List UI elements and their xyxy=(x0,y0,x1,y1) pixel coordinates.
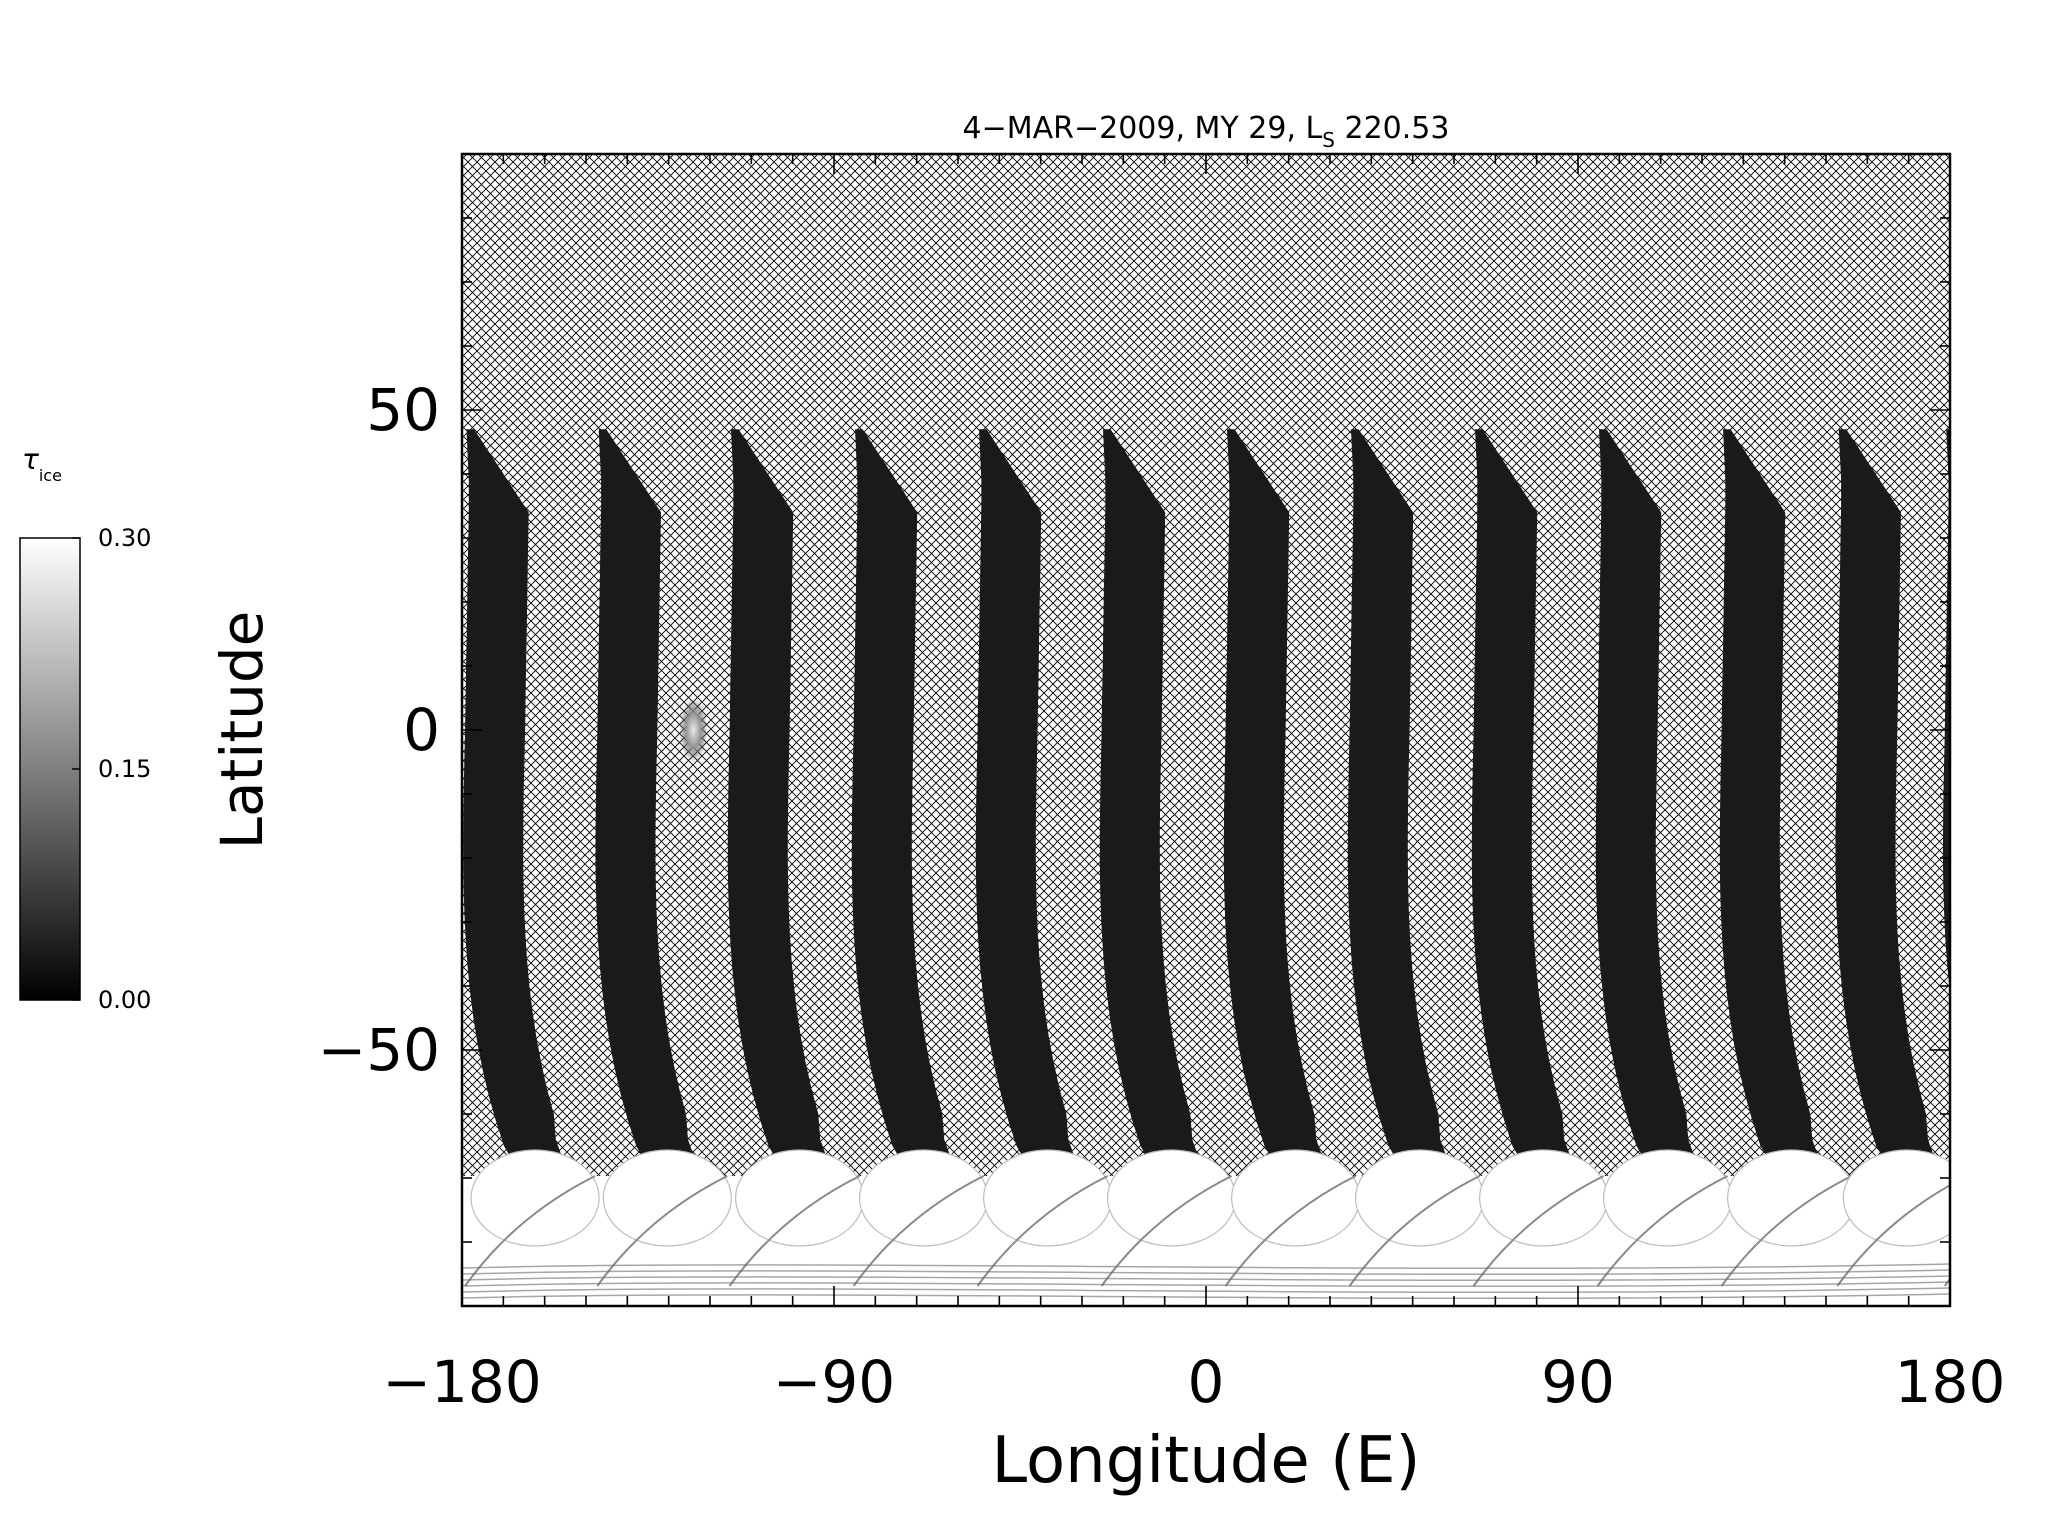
x-tick-label: 180 xyxy=(1895,1348,2006,1416)
cap-lobe-9 xyxy=(1478,1149,1609,1247)
swath-9 xyxy=(1471,429,1574,1166)
x-tick-label: −90 xyxy=(773,1348,895,1416)
colorbar-tick-label: 0.00 xyxy=(98,986,151,1014)
axes: −180 −90 0 90 180 −50 0 50 xyxy=(318,153,2006,1416)
swaths xyxy=(463,429,1950,1166)
bright-spot xyxy=(679,698,708,762)
colorbar-label: τice xyxy=(22,443,62,485)
swath-1 xyxy=(463,429,566,1166)
swath-10 xyxy=(1595,429,1698,1166)
cap-arc-7 xyxy=(1224,1175,1357,1287)
y-tick-label: −50 xyxy=(318,1016,440,1084)
swath-7 xyxy=(1223,429,1326,1166)
cap-lobe-12 xyxy=(1842,1149,1950,1247)
colorbar: τice 0.00 0.15 0.30 xyxy=(19,443,151,1014)
cap-lobe-7 xyxy=(1230,1149,1361,1247)
cap-lobe-2 xyxy=(602,1149,732,1247)
cap-texture xyxy=(462,1263,1950,1270)
cap-lobe-1 xyxy=(470,1149,600,1247)
cap-texture xyxy=(462,1269,1950,1276)
cap-lobe-11 xyxy=(1726,1149,1857,1247)
cap-lobe-3 xyxy=(734,1149,865,1247)
cap-arc-1 xyxy=(464,1175,596,1287)
y-tick-label: 50 xyxy=(366,376,440,444)
cap-lobe-8 xyxy=(1354,1149,1485,1247)
swath-4 xyxy=(851,429,954,1166)
swath-13 xyxy=(1943,429,1950,994)
cap-arc-12 xyxy=(1836,1184,1950,1287)
x-tick-label: 0 xyxy=(1188,1348,1225,1416)
swath-8 xyxy=(1347,429,1450,1166)
south-polar-cap xyxy=(462,1149,2048,1306)
cap-arc-4 xyxy=(852,1175,985,1287)
cap-arc-8 xyxy=(1348,1175,1481,1287)
cap-lobe-4 xyxy=(858,1149,989,1247)
cap-texture xyxy=(462,1293,1950,1300)
plot-image xyxy=(462,154,2048,1306)
swath-2 xyxy=(595,429,698,1166)
x-axis-label: Longitude (E) xyxy=(991,1424,1420,1498)
cap-texture xyxy=(462,1287,1950,1294)
swath-11 xyxy=(1719,429,1822,1166)
cap-lobe-10 xyxy=(1602,1149,1733,1247)
colorbar-tick-label: 0.15 xyxy=(98,755,151,783)
cap-arc-11 xyxy=(1720,1175,1853,1287)
y-axis-label: Latitude xyxy=(208,611,276,850)
swath-12 xyxy=(1835,429,1938,1166)
no-data-crosshatch xyxy=(462,154,1950,1306)
cap-arc-10 xyxy=(1596,1175,1729,1287)
cap-arc-5 xyxy=(976,1175,1109,1287)
y-tick-label: 0 xyxy=(403,696,440,764)
cap-texture xyxy=(462,1275,1950,1282)
cap-arc-9 xyxy=(1472,1175,1605,1287)
cap-lobe-13 xyxy=(1951,1150,2048,1246)
cap-arc-3 xyxy=(728,1175,861,1287)
chart-title: 4−MAR−2009, MY 29, LS 220.53 xyxy=(963,111,1450,152)
swath-5 xyxy=(975,429,1078,1166)
x-tick-label: −180 xyxy=(382,1348,541,1416)
cap-lobe-6 xyxy=(1106,1149,1237,1247)
cap-texture xyxy=(462,1281,1950,1288)
swath-6 xyxy=(1099,429,1202,1166)
swath-3 xyxy=(727,429,830,1166)
cap-arc-6 xyxy=(1100,1175,1233,1287)
cap-lobe-5 xyxy=(982,1149,1113,1247)
colorbar-tick-label: 0.30 xyxy=(98,524,151,552)
cap-arc-13 xyxy=(1943,1277,1950,1287)
colorbar-ticks: 0.00 0.15 0.30 xyxy=(72,524,151,1014)
x-tick-label: 90 xyxy=(1541,1348,1615,1416)
cap-arc-2 xyxy=(596,1175,728,1287)
colorbar-gradient xyxy=(19,537,81,1001)
